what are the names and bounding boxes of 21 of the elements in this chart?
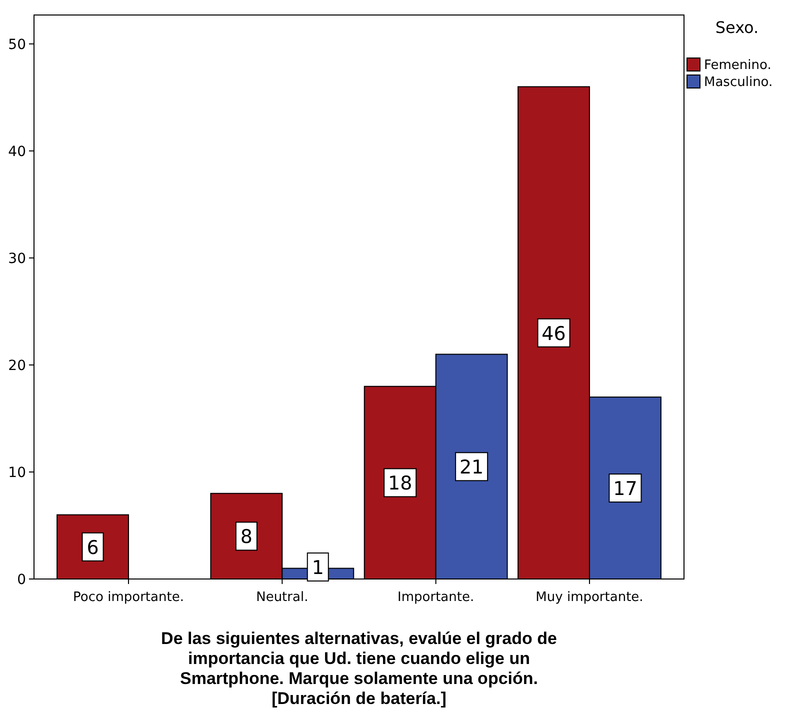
legend-title: Sexo. xyxy=(715,18,759,37)
legend-label: Masculino. xyxy=(704,75,773,90)
data-label: 18 xyxy=(388,472,412,495)
x-axis-title: De las siguientes alternativas, evalúe el grado de importancia que Ud. tiene cuando elige un Smartphone. Marque solamente una opción. [Duración de batería.] xyxy=(161,629,557,708)
data-label: 8 xyxy=(240,526,252,548)
data-label: 17 xyxy=(613,478,638,500)
x-tick-label: Muy importante. xyxy=(536,590,644,605)
y-tick-label: 30 xyxy=(8,250,26,267)
y-tick-label: 10 xyxy=(8,464,26,481)
x-tick-label: Neutral. xyxy=(256,590,308,605)
y-tick-label: 40 xyxy=(8,144,26,160)
legend-label: Femenino. xyxy=(704,58,772,73)
x-tick-label: Importante. xyxy=(398,590,474,605)
x-tick-label: Poco importante. xyxy=(73,590,184,605)
data-label: 46 xyxy=(542,322,566,345)
y-tick-label: 0 xyxy=(17,572,26,588)
data-label: 1 xyxy=(312,557,324,579)
data-label: 6 xyxy=(86,536,99,559)
data-label: 21 xyxy=(459,456,484,479)
y-tick-label: 50 xyxy=(8,36,26,53)
y-tick-label: 20 xyxy=(8,358,26,374)
